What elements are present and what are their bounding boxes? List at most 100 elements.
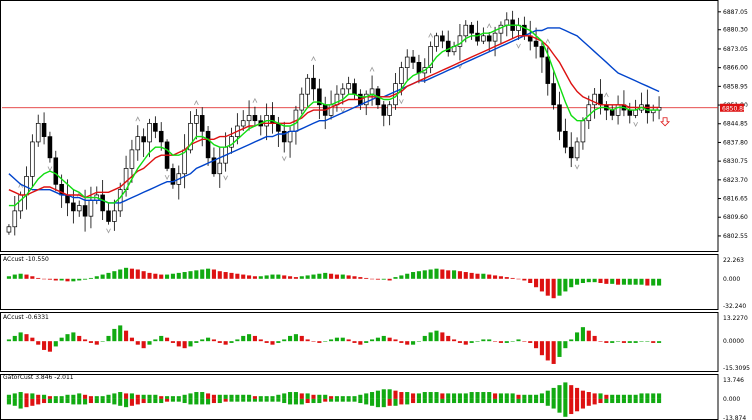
- histogram-bar: [317, 341, 322, 343]
- gator-bar: [36, 394, 41, 399]
- histogram-bar: [604, 341, 609, 343]
- gator-bar: [147, 394, 152, 399]
- gator-bar: [457, 398, 462, 404]
- candle-body: [615, 104, 621, 116]
- gator-bar: [317, 394, 322, 399]
- histogram-bar: [252, 335, 257, 342]
- gator-bar: [381, 389, 386, 399]
- gator-bar: [247, 398, 252, 402]
- gator-bar: [53, 396, 58, 399]
- fractal-arrow-icon: [633, 121, 639, 128]
- histogram-bar: [645, 341, 650, 342]
- histogram-bar: [94, 341, 99, 345]
- gator-bar: [522, 394, 527, 399]
- histogram-bar: [551, 278, 556, 299]
- gator-bar: [170, 396, 175, 399]
- gator-bar: [200, 398, 205, 405]
- gator-bar: [358, 398, 363, 404]
- histogram-bar: [153, 339, 158, 342]
- fractal-arrow-icon: [193, 100, 199, 106]
- gator-bar: [118, 392, 123, 399]
- histogram-bar: [358, 341, 363, 345]
- gator-bar: [334, 398, 339, 402]
- histogram-bar: [247, 334, 252, 342]
- gator-bar: [411, 398, 416, 404]
- histogram-bar: [47, 341, 52, 352]
- histogram-bar: [598, 341, 603, 342]
- histogram-bar: [299, 335, 304, 342]
- histogram-bar: [575, 278, 580, 285]
- histogram-bar: [481, 273, 486, 279]
- histogram-bar: [194, 270, 199, 279]
- histogram-bar: [36, 277, 41, 279]
- gator-bar: [30, 398, 35, 406]
- gator-bar: [657, 398, 662, 404]
- gator-bar: [129, 398, 134, 406]
- histogram-bar: [18, 332, 23, 342]
- gator-bar: [375, 398, 380, 408]
- histogram-bar: [24, 334, 29, 342]
- fractal-arrow-icon: [486, 23, 492, 29]
- histogram-bar: [112, 271, 117, 279]
- candle-body: [47, 136, 53, 159]
- gator-bar: [141, 398, 146, 404]
- histogram-bar: [282, 275, 287, 279]
- histogram-bar: [446, 270, 451, 279]
- gator-bar: [528, 398, 533, 404]
- fractal-arrow-icon: [135, 116, 141, 122]
- gator-bar: [305, 398, 310, 404]
- candle-body: [76, 205, 82, 212]
- histogram-bar: [416, 341, 421, 342]
- histogram-bar: [293, 334, 298, 342]
- gator-bar: [176, 398, 181, 402]
- histogram-bar: [165, 337, 170, 342]
- histogram-bar: [118, 325, 123, 342]
- histogram-bar: [6, 339, 11, 342]
- gator-bar: [323, 394, 328, 399]
- gator-bar: [223, 394, 228, 399]
- histogram-bar: [106, 272, 111, 279]
- histogram-bar: [159, 335, 164, 342]
- gator-bar: [498, 393, 503, 399]
- histogram-bar: [247, 275, 252, 279]
- gator-bar: [598, 393, 603, 399]
- gator-bar: [387, 398, 392, 406]
- histogram-bar: [657, 278, 662, 286]
- gator-bar: [129, 393, 134, 399]
- gator-bar: [106, 398, 111, 404]
- histogram-bar: [510, 341, 515, 342]
- fractal-arrow-icon: [311, 55, 316, 62]
- gator-bar: [270, 398, 275, 402]
- gator-bar: [510, 393, 515, 399]
- gator-bar: [153, 394, 158, 399]
- candle-body: [88, 199, 94, 217]
- histogram-bar: [428, 332, 433, 342]
- histogram-bar: [452, 270, 457, 279]
- gator-bar: [229, 394, 234, 399]
- gator-bar: [381, 398, 386, 408]
- histogram-bar: [305, 275, 310, 279]
- histogram-bar: [329, 273, 334, 279]
- candle-body: [609, 109, 615, 116]
- histogram-bar: [118, 269, 123, 279]
- histogram-bar: [135, 341, 140, 345]
- histogram-bar: [53, 341, 58, 347]
- histogram-bar: [200, 269, 205, 279]
- gator-bar: [621, 394, 626, 399]
- gator-bar: [71, 398, 76, 405]
- histogram-bar: [487, 339, 492, 342]
- gator-bar: [592, 393, 597, 399]
- histogram-bar: [639, 278, 644, 285]
- histogram-bar: [24, 274, 29, 279]
- gator-bar: [569, 398, 574, 415]
- gator-bar: [112, 398, 117, 405]
- histogram-bar: [516, 278, 521, 280]
- gator-bar: [604, 398, 609, 404]
- pane-border: [0, 312, 719, 372]
- histogram-bar: [88, 277, 93, 279]
- candle-body: [205, 130, 211, 159]
- histogram-bar: [375, 278, 380, 280]
- histogram-bar: [364, 341, 369, 343]
- gator-bar: [124, 393, 129, 399]
